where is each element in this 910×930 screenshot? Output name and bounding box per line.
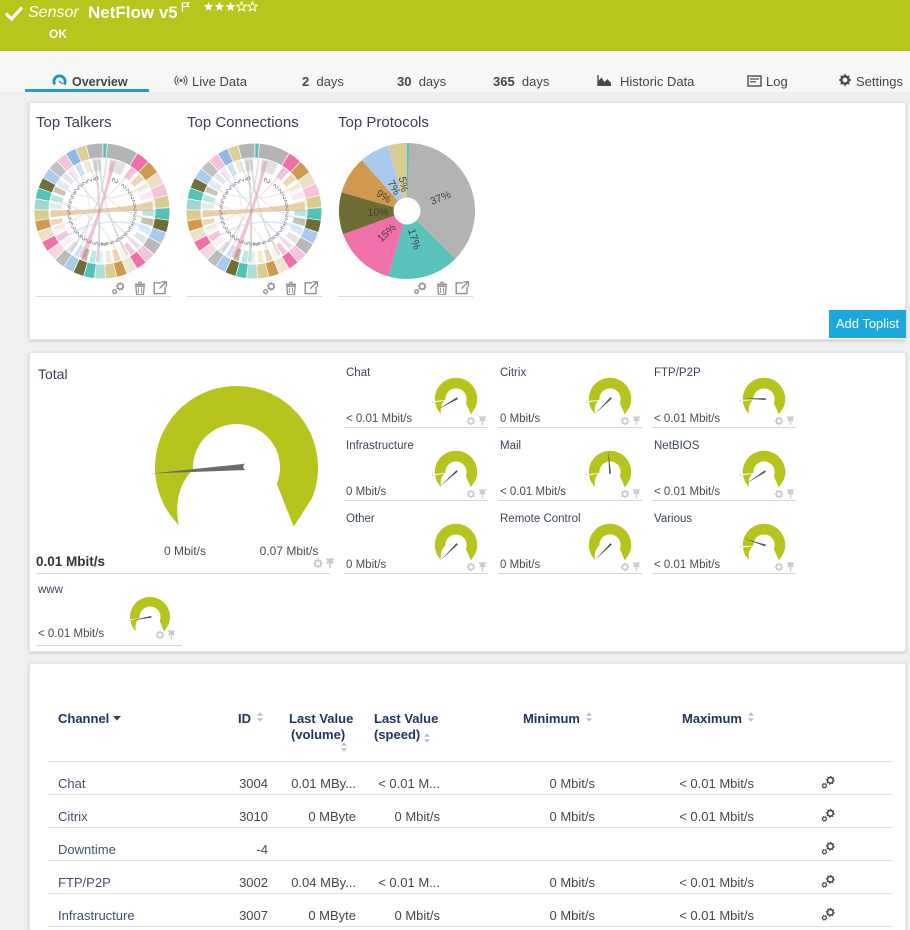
svg-text:2: 2 [119,182,129,191]
svg-text:2: 2 [70,190,77,198]
svg-text:2: 2 [220,195,227,203]
svg-text:2: 2 [235,237,243,244]
svg-text:2: 2 [222,190,229,198]
svg-text:2: 2 [69,221,75,229]
svg-text:2: 2 [128,192,135,201]
svg-text:2: 2 [83,237,91,244]
svg-text:2: 2 [268,235,276,242]
svg-text:2: 2 [226,230,234,238]
svg-text:10%: 10% [367,206,388,219]
svg-text:2: 2 [67,200,73,208]
svg-text:2: 2 [276,187,285,196]
svg-text:2: 2 [223,226,230,234]
svg-text:2: 2 [74,230,82,238]
svg-text:2: 2 [219,200,225,208]
svg-text:2: 2 [124,227,132,236]
svg-text:2: 2 [110,177,121,185]
svg-text:2: 2 [131,216,137,225]
svg-text:2: 2 [88,239,96,245]
svg-text:2: 2 [133,210,137,218]
svg-text:2: 2 [219,211,223,218]
svg-text:2: 2 [78,234,86,242]
svg-text:2: 2 [283,198,289,207]
svg-text:2: 2 [219,216,224,224]
svg-text:2: 2 [271,182,281,191]
svg-text:2: 2 [221,221,227,229]
svg-text:2: 2 [283,216,289,225]
svg-text:2: 2 [121,231,129,239]
svg-text:2: 2 [67,211,71,218]
svg-text:2: 2 [229,182,237,189]
svg-text:2: 2 [67,216,72,224]
svg-text:2: 2 [86,177,94,183]
svg-text:2: 2 [93,241,101,246]
svg-text:5: 5 [91,176,100,181]
svg-text:2: 2 [253,241,260,246]
svg-text:2: 2 [132,204,137,212]
svg-text:2: 2 [238,177,246,183]
svg-text:2: 2 [124,187,133,196]
svg-text:2: 2 [280,222,287,231]
svg-text:5%: 5% [396,176,410,193]
svg-text:2: 2 [225,185,233,193]
svg-text:2: 2 [285,210,289,218]
svg-text:2: 2 [116,235,124,242]
svg-text:2: 2 [77,182,85,189]
svg-text:2: 2 [81,179,89,186]
svg-text:2: 2 [67,205,72,212]
svg-text:17%: 17% [405,227,423,251]
svg-text:2: 2 [251,242,258,246]
svg-text:2: 2 [219,205,224,212]
svg-text:2: 2 [258,240,266,246]
svg-text:2: 2 [276,227,284,236]
svg-text:2: 2 [106,240,114,246]
svg-text:2: 2 [245,241,253,246]
svg-text:2: 2 [111,238,119,245]
svg-text:2: 2 [68,195,75,203]
svg-text:5: 5 [243,176,252,181]
svg-text:2: 2 [284,204,289,212]
svg-text:2: 2 [233,179,241,186]
svg-text:2: 2 [71,226,78,234]
svg-text:2: 2 [273,231,281,239]
svg-text:2: 2 [99,242,106,246]
svg-text:2: 2 [262,177,273,185]
svg-text:2: 2 [131,198,137,207]
svg-text:2: 2 [263,238,271,245]
svg-text:2: 2 [128,222,135,231]
svg-text:2: 2 [73,185,81,193]
svg-text:2: 2 [101,241,108,246]
svg-text:2: 2 [240,239,248,245]
svg-text:2: 2 [280,192,287,201]
svg-text:2: 2 [230,234,238,242]
